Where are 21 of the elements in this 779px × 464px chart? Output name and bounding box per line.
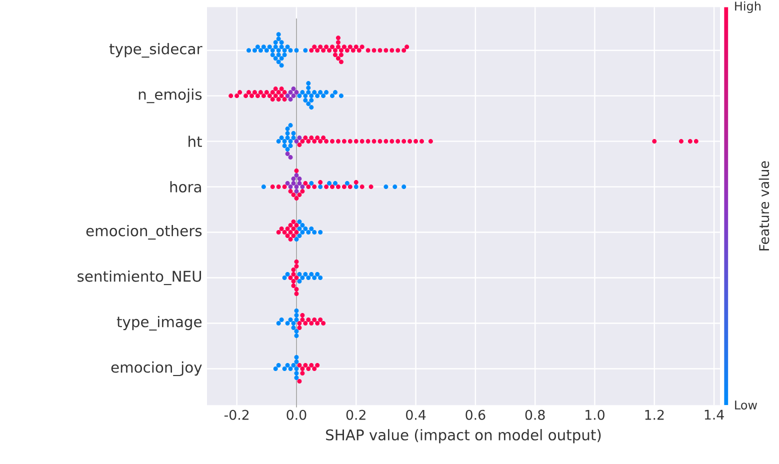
x-tick-label: 0.0 — [286, 410, 306, 420]
x-axis-title: SHAP value (impact on model output) — [326, 429, 601, 444]
y-tick-label: hora — [170, 181, 201, 192]
y-tick-label: ht — [188, 136, 202, 147]
x-tick-label: -0.2 — [224, 410, 249, 420]
x-tick-label: 0.6 — [466, 410, 486, 420]
y-tick-label: sentimiento_NEU — [78, 270, 202, 285]
x-tick-label: 0.2 — [346, 410, 366, 420]
y-tick-label: emocion_others — [86, 224, 202, 240]
x-tick-label: 1.2 — [645, 410, 664, 420]
x-tick-label: 0.8 — [525, 410, 545, 420]
y-tick-label: type_image — [116, 316, 202, 330]
x-tick-label: 0.4 — [406, 410, 426, 420]
color-bar-title: Feature value — [758, 161, 770, 250]
text: Low — [735, 400, 758, 410]
y-tick-label: type_sidecar — [109, 42, 202, 58]
x-tick-label: 1.0 — [586, 410, 604, 420]
text: High — [735, 1, 760, 13]
y-tick-label: n_emojis — [138, 88, 202, 104]
x-tick-label: 1.4 — [704, 410, 724, 420]
y-tick-label: emocion_joy — [111, 361, 202, 376]
